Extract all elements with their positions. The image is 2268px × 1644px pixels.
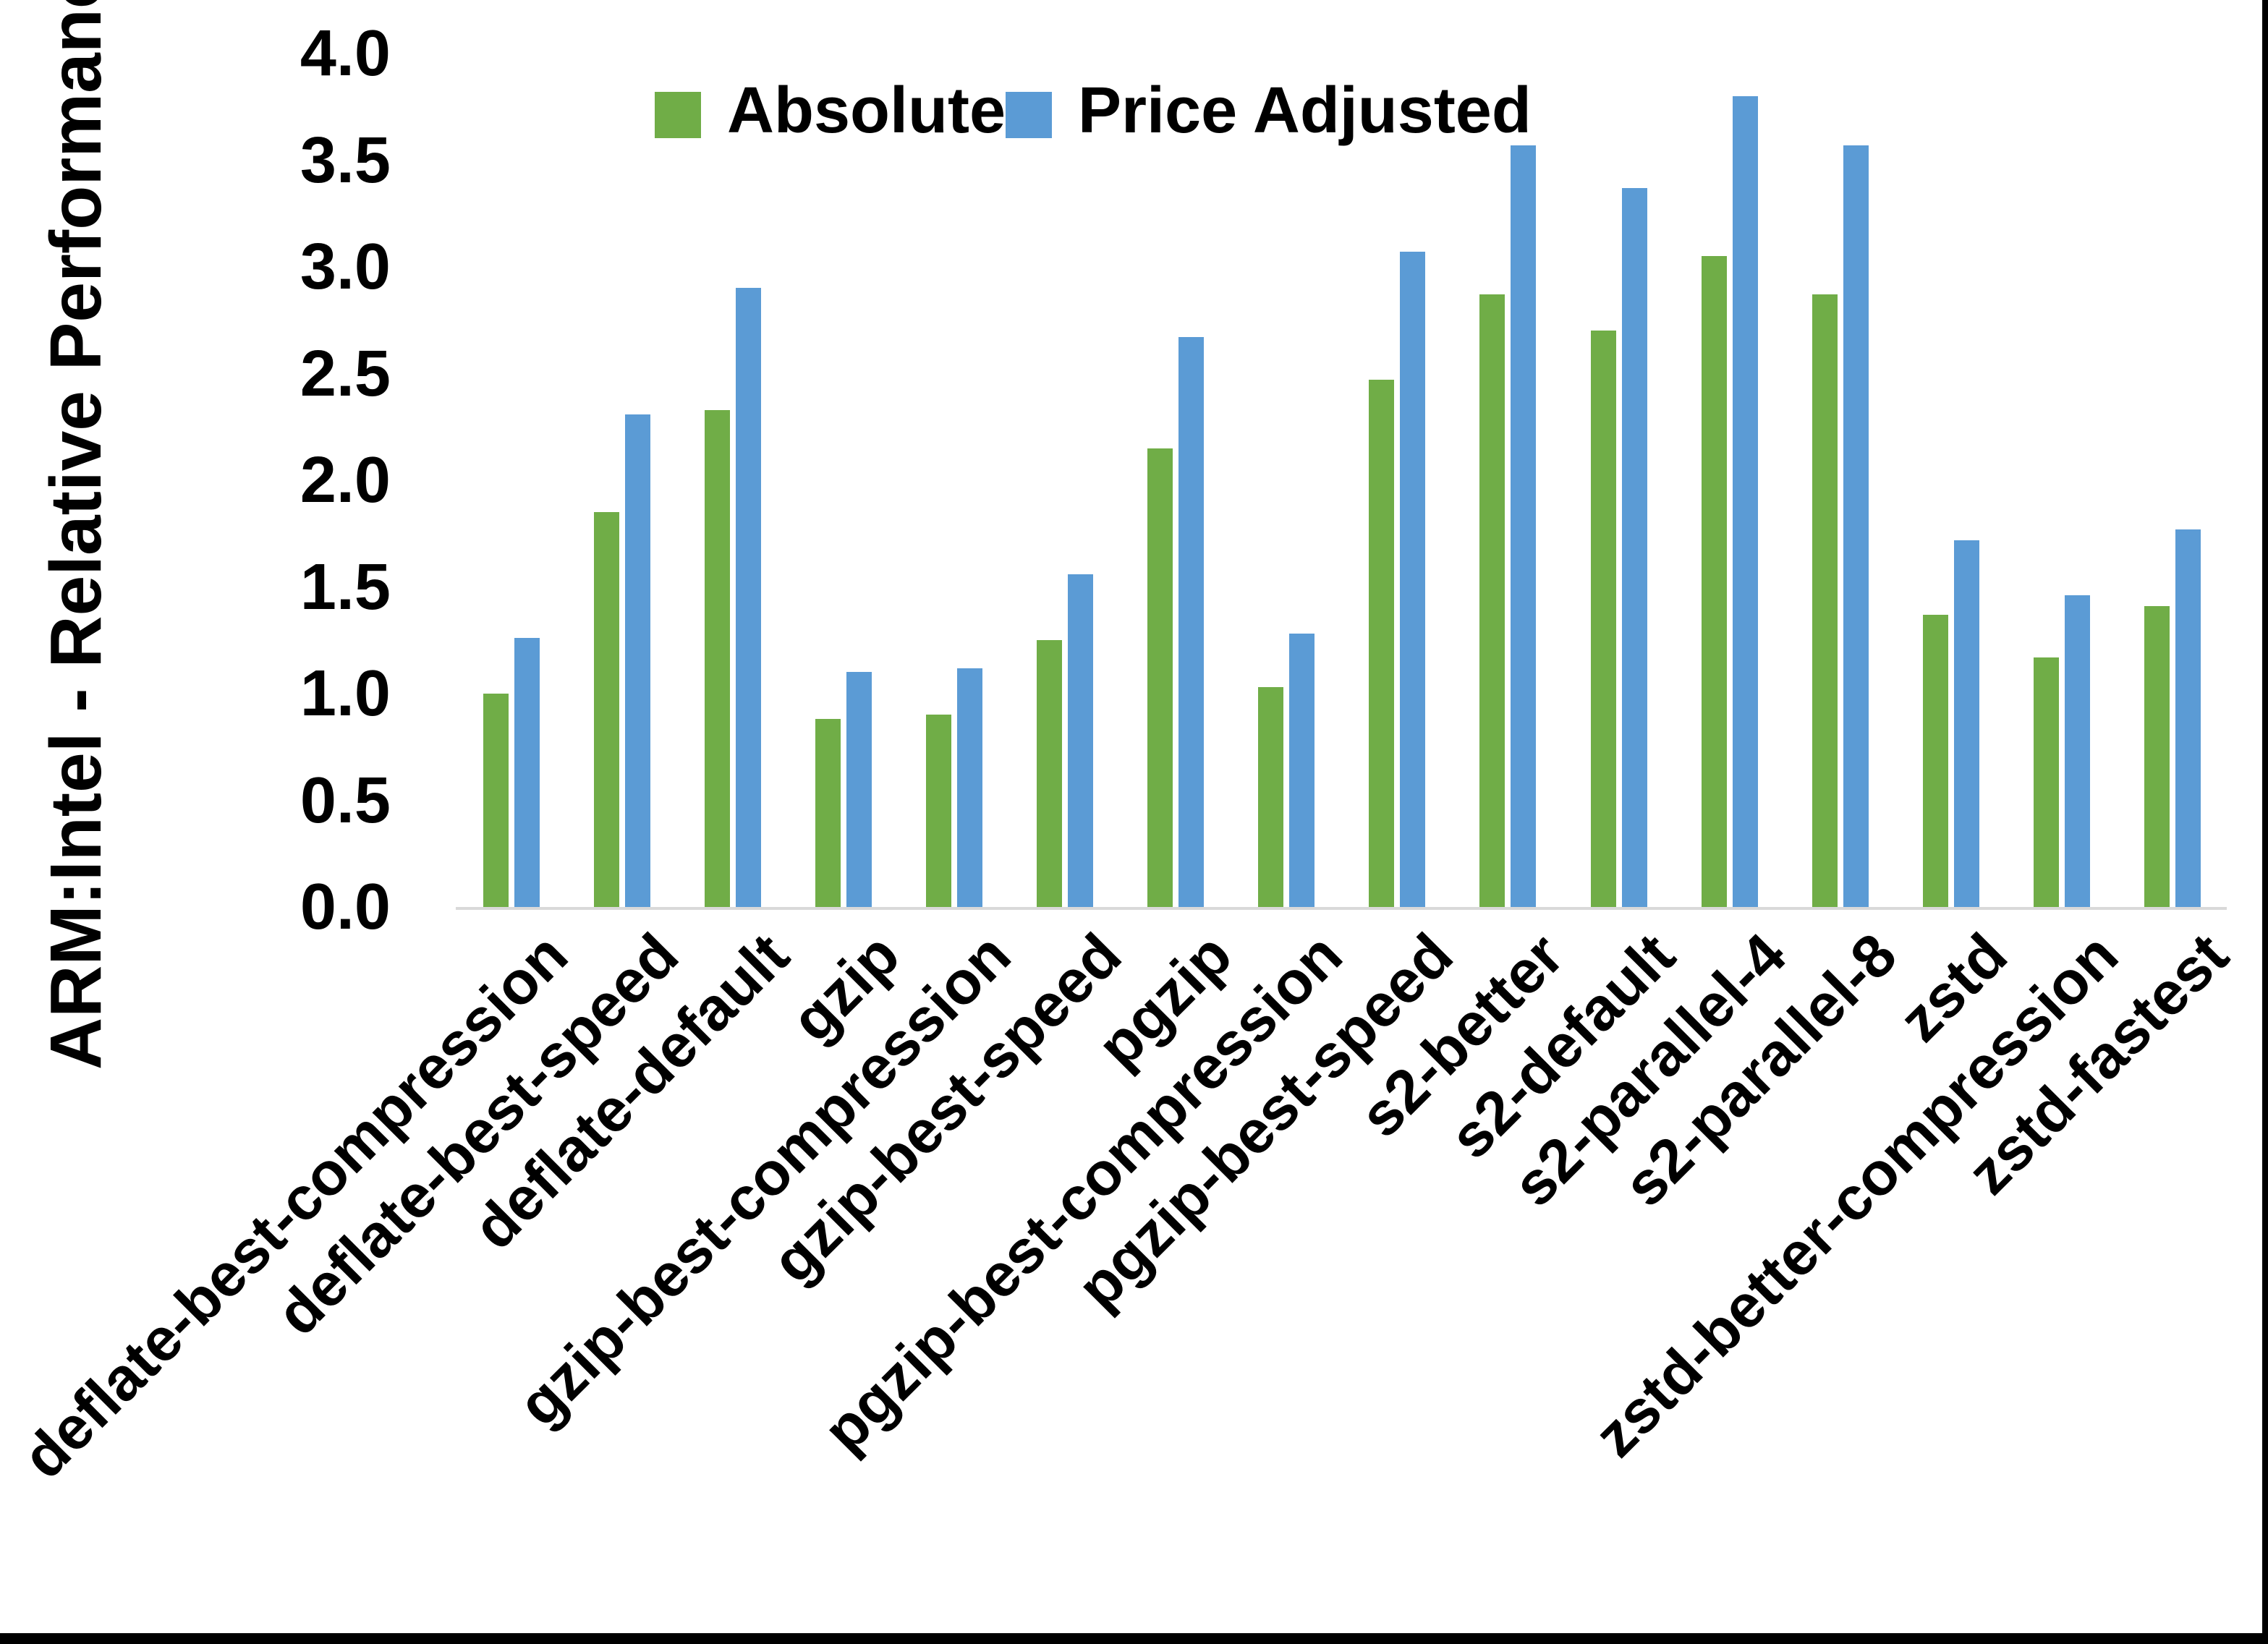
bar-price-adjusted [1733,96,1758,907]
bar-price-adjusted [1511,145,1536,907]
bar-price-adjusted [1622,188,1647,907]
bar-absolute [815,719,841,907]
bar-price-adjusted [1178,337,1204,907]
bar-price-adjusted [1289,634,1314,907]
y-axis-title: ARM:Intel - Relative Performance [35,0,116,1070]
bar-price-adjusted [1068,574,1093,907]
bar-absolute [2034,657,2059,907]
bar-absolute [1369,380,1394,907]
bar-price-adjusted [846,672,872,907]
bar-price-adjusted [1954,540,1979,907]
bar-price-adjusted [514,638,540,907]
y-tick-label: 4.0 [300,17,391,90]
bar-price-adjusted [1843,145,1869,907]
x-axis-line [456,907,2227,910]
bar-absolute [2144,606,2170,907]
frame-edge-bottom [0,1633,2268,1644]
y-tick-label: 0.0 [300,871,391,944]
bar-absolute [1147,448,1173,907]
bar-price-adjusted [2175,529,2201,907]
bar-absolute [705,410,730,907]
y-tick-label: 1.5 [300,550,391,623]
bar-price-adjusted [736,288,761,907]
legend-label-absolute: Absolute [727,74,1006,147]
bar-absolute [1923,615,1948,907]
bar-price-adjusted [2065,595,2090,907]
legend-swatch-absolute [655,92,701,138]
y-tick-label: 3.0 [300,231,391,304]
bar-absolute [1702,256,1727,907]
bar-absolute [483,694,509,907]
legend-swatch-price-adjusted [1006,92,1052,138]
bar-absolute [1037,640,1062,907]
bar-absolute [926,715,951,907]
y-tick-label: 1.0 [300,657,391,731]
bar-absolute [1812,294,1838,907]
legend-label-price-adjusted: Price Adjusted [1078,74,1532,147]
y-tick-label: 0.5 [300,764,391,837]
y-tick-label: 2.5 [300,337,391,410]
bar-price-adjusted [625,414,650,907]
y-tick-label: 2.0 [300,444,391,517]
bar-absolute [594,512,619,907]
bar-absolute [1258,687,1283,907]
frame-edge-right [2262,0,2268,1644]
bar-price-adjusted [957,668,982,907]
y-tick-label: 3.5 [300,124,391,197]
bar-absolute [1479,294,1505,907]
bar-price-adjusted [1400,252,1425,907]
bar-absolute [1591,331,1616,907]
